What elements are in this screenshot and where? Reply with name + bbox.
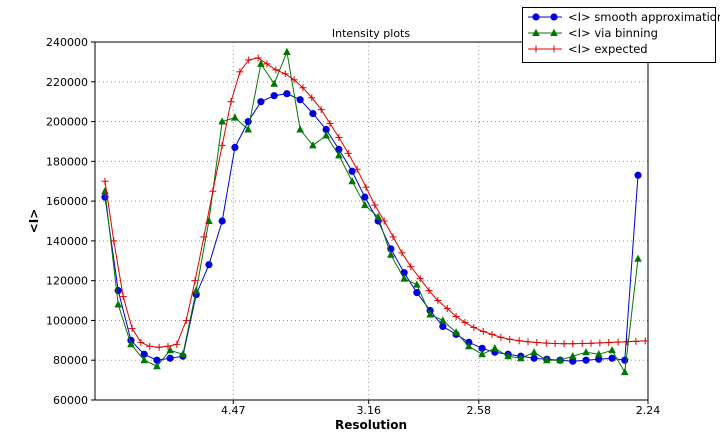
x-axis-label: Resolution (335, 418, 407, 432)
legend-label-via-binning: <I> via binning (568, 26, 658, 40)
triangle-marker (270, 79, 278, 87)
triangle-marker (532, 28, 540, 36)
circle-marker (530, 354, 538, 362)
circle-marker (532, 13, 540, 21)
triangle-marker (530, 348, 538, 356)
circle-marker (634, 171, 642, 179)
triangle-marker (101, 186, 109, 195)
triangle-marker (400, 274, 408, 282)
series-line (104, 50, 639, 374)
triangle-marker (550, 28, 558, 36)
circle-marker (270, 92, 278, 100)
circle-marker (218, 217, 226, 225)
x-tick-label: 2.58 (467, 404, 492, 417)
circle-marker (550, 13, 558, 21)
triangle-marker (257, 59, 265, 67)
circle-marker (205, 261, 213, 269)
y-axis-label: <I> (27, 209, 41, 234)
triangle-marker (387, 250, 395, 258)
triangle-marker (166, 346, 175, 354)
triangle-marker (309, 141, 317, 149)
legend-label-expected: <I> expected (568, 42, 648, 56)
triangle-marker (231, 113, 239, 121)
triangle-marker (140, 356, 149, 364)
triangle-marker (413, 280, 421, 288)
triangle-marker (283, 47, 291, 55)
triangle-marker (568, 352, 577, 360)
plot-frame (94, 41, 649, 401)
triangle-marker (491, 344, 499, 352)
y-tick-label: 200000 (46, 116, 88, 129)
triangle-marker (556, 356, 564, 364)
triangle-marker (192, 286, 200, 294)
triangle-marker (594, 350, 603, 358)
triangle-marker (517, 354, 525, 362)
y-tick-label: 180000 (46, 155, 88, 168)
circle-marker (257, 98, 265, 106)
y-tick-label: 160000 (46, 195, 88, 208)
triangle-marker (153, 361, 161, 370)
legend: <I> smooth approximation <I> via binning… (522, 7, 720, 63)
triangle-marker (114, 300, 123, 308)
triangle-marker (504, 352, 512, 360)
triangle-marker (478, 350, 486, 358)
legend-label-smooth-approximation: <I> smooth approximation (568, 10, 720, 24)
y-tick-label: 60000 (53, 394, 88, 407)
triangle-marker (582, 348, 590, 356)
triangle-marker (543, 356, 551, 364)
x-tick-label: 3.16 (356, 404, 381, 417)
triangle-marker (244, 125, 252, 133)
triangle-marker (439, 316, 447, 324)
circle-marker (231, 143, 239, 152)
triangle-marker (634, 254, 642, 262)
y-tick-label: 120000 (46, 275, 88, 288)
y-tick-label: 240000 (46, 36, 88, 49)
circle-marker (283, 90, 291, 98)
triangle-marker (452, 328, 460, 336)
triangle-marker (348, 177, 356, 185)
triangle-marker (361, 200, 369, 209)
triangle-marker (335, 151, 343, 159)
circle-marker (166, 354, 174, 362)
circle-marker (361, 193, 369, 201)
triangle-marker (620, 367, 629, 376)
circle-marker (439, 322, 447, 331)
circle-marker (296, 96, 304, 104)
y-tick-label: 80000 (53, 354, 88, 367)
y-tick-label: 140000 (46, 235, 88, 248)
triangle-marker (322, 131, 330, 139)
plot-layer: 60000 80000 100000 120000 140000 160000 180000… (46, 36, 660, 417)
triangle-marker (465, 342, 473, 350)
circle-marker (309, 110, 317, 118)
chart-title: Intensity plots (332, 27, 410, 40)
x-tick-label: 4.47 (221, 404, 246, 417)
triangle-marker (608, 346, 616, 354)
circle-marker (582, 356, 590, 364)
y-tick-label: 220000 (46, 76, 88, 89)
triangle-marker (127, 340, 135, 348)
series-line (104, 93, 639, 362)
triangle-marker (374, 212, 382, 221)
legend-samples (528, 13, 562, 53)
x-tick-label: 2.24 (636, 404, 661, 417)
triangle-marker (426, 310, 434, 318)
circle-marker (608, 354, 616, 362)
triangle-marker (179, 350, 187, 358)
triangle-marker (296, 125, 304, 133)
triangle-marker (218, 117, 226, 125)
y-tick-label: 100000 (46, 314, 88, 327)
